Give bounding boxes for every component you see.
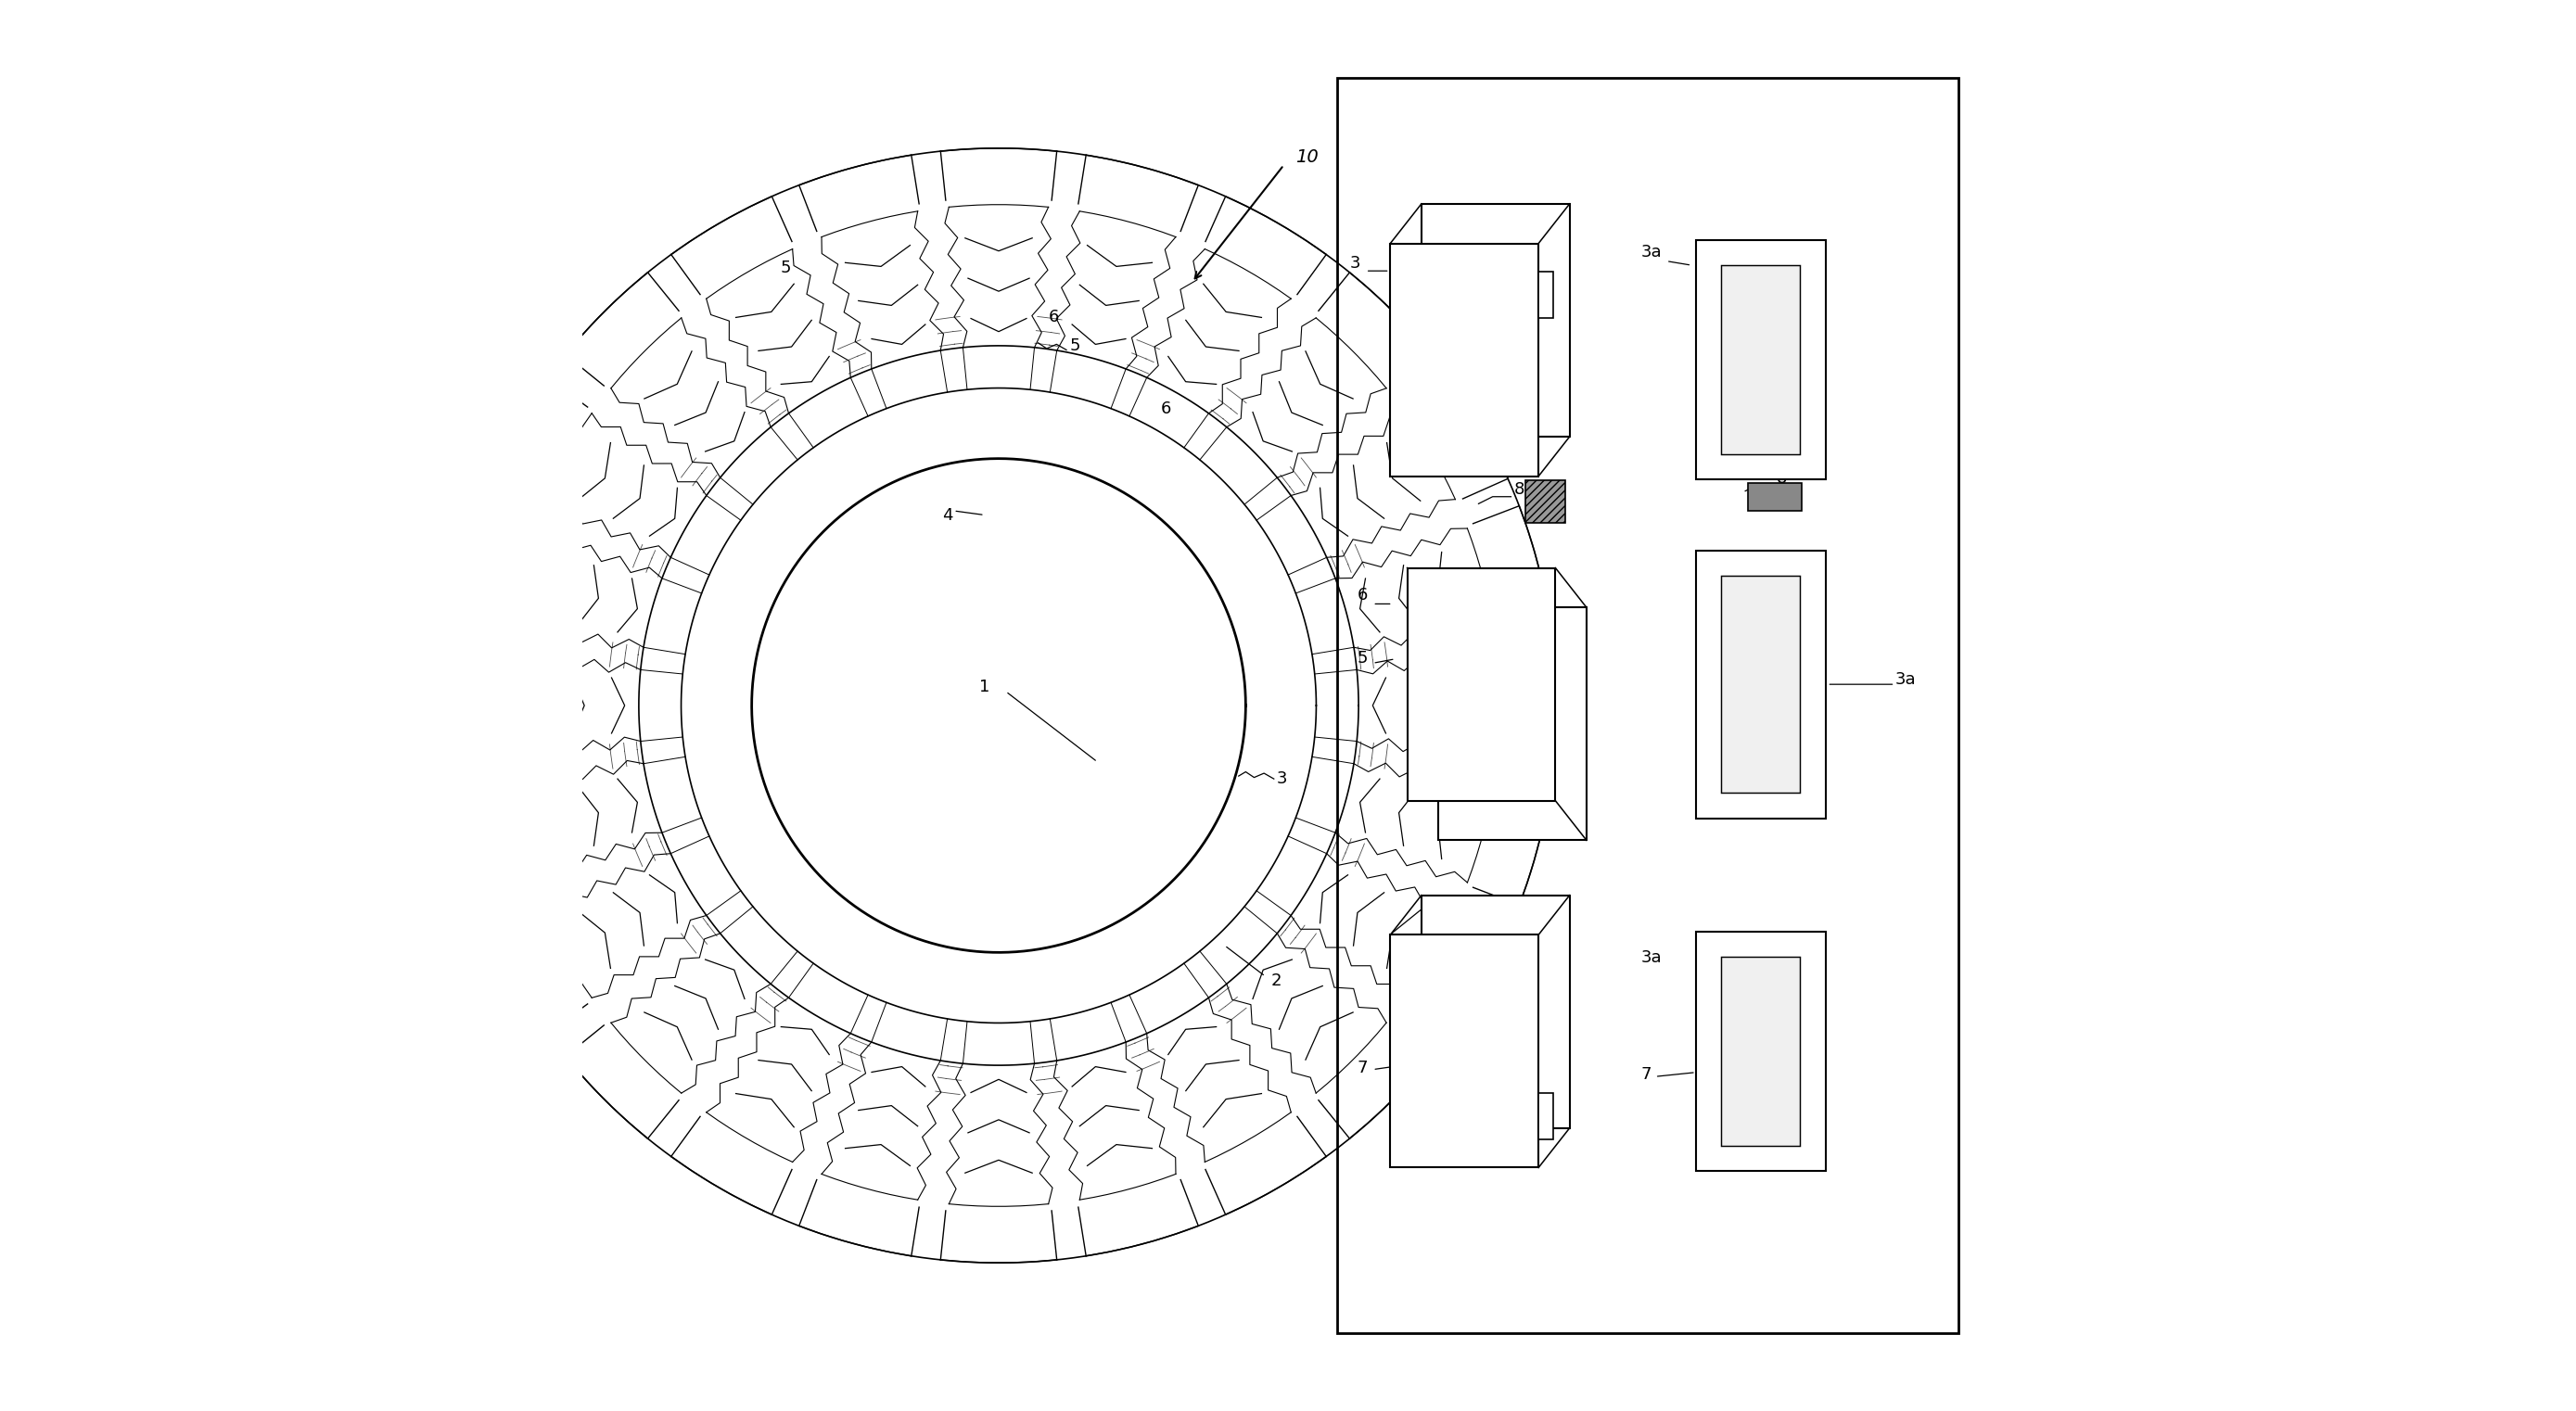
- Bar: [1337, 78, 1958, 1333]
- Bar: [1695, 240, 1826, 480]
- Bar: [1538, 271, 1553, 317]
- Bar: [1437, 607, 1587, 840]
- Text: 6: 6: [1808, 950, 1819, 967]
- Text: 8: 8: [1515, 481, 1525, 498]
- Text: 3a: 3a: [1641, 950, 1662, 967]
- Bar: [1695, 931, 1826, 1171]
- Text: 1: 1: [979, 679, 989, 696]
- Bar: [1695, 550, 1826, 818]
- Bar: [1721, 957, 1801, 1146]
- Text: 3: 3: [1350, 255, 1360, 272]
- Text: 6: 6: [1808, 244, 1819, 261]
- Text: 6: 6: [1162, 401, 1172, 418]
- Bar: [1538, 1094, 1553, 1140]
- Text: 5: 5: [781, 260, 791, 277]
- Text: 8: 8: [1777, 470, 1788, 487]
- Text: 2: 2: [1270, 972, 1283, 989]
- Text: 3: 3: [1278, 770, 1288, 787]
- Text: 10: 10: [1296, 148, 1319, 166]
- Bar: [1422, 895, 1569, 1129]
- Bar: [1391, 243, 1538, 477]
- Text: 7: 7: [1358, 1060, 1368, 1077]
- Text: 3a: 3a: [1641, 244, 1662, 261]
- Bar: [1525, 480, 1566, 523]
- Text: 4: 4: [943, 507, 953, 523]
- Text: 5: 5: [1069, 337, 1079, 354]
- Bar: [1721, 265, 1801, 454]
- Text: 6: 6: [1048, 309, 1059, 326]
- Bar: [1391, 935, 1538, 1168]
- Text: 6: 6: [1486, 950, 1497, 967]
- Text: 5: 5: [1358, 650, 1368, 667]
- Bar: [1721, 576, 1801, 793]
- Bar: [1406, 567, 1556, 801]
- Text: 3a: 3a: [1896, 672, 1917, 689]
- Bar: [1422, 203, 1569, 437]
- Text: 6: 6: [1358, 587, 1368, 604]
- Text: 6: 6: [1507, 650, 1517, 667]
- Bar: [1749, 483, 1801, 511]
- Text: 6: 6: [1486, 244, 1497, 261]
- Text: 7: 7: [1641, 1067, 1651, 1084]
